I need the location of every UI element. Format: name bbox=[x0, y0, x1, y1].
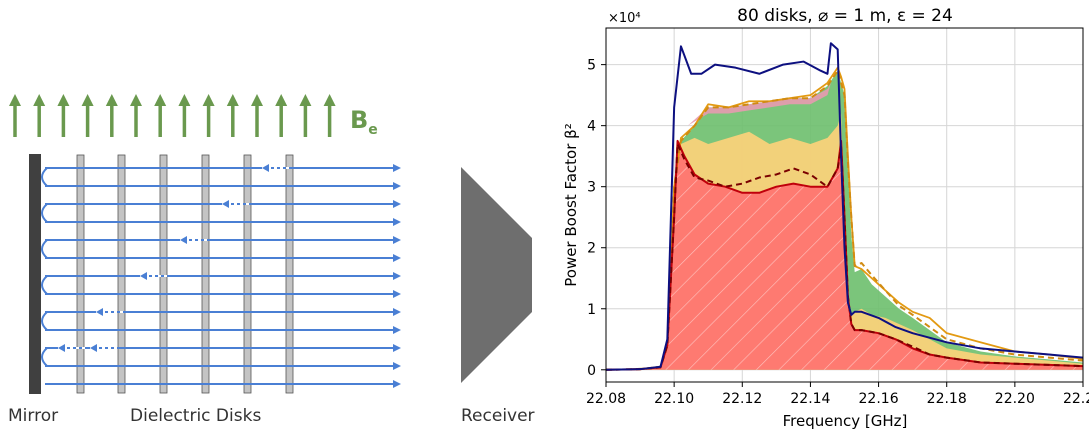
chart-svg: 80 disks, ⌀ = 1 m, ε = 24 ×10⁴ 22.08 22.1… bbox=[562, 6, 1089, 430]
field-arrowhead bbox=[178, 94, 191, 106]
back-ray-arrowhead bbox=[96, 308, 103, 316]
diagram-panel: Be Mirror Dielectric Disks Receiver bbox=[8, 94, 535, 426]
y-tick-label: 2 bbox=[587, 241, 596, 257]
ray-bounce bbox=[41, 167, 48, 187]
receiver-horn bbox=[461, 167, 532, 383]
field-arrowhead bbox=[251, 94, 263, 106]
mirror bbox=[29, 154, 41, 394]
x-axis-label: Frequency [GHz] bbox=[783, 412, 908, 430]
y-tick-label: 0 bbox=[587, 363, 596, 379]
field-arrowhead bbox=[275, 94, 288, 106]
mirror-label: Mirror bbox=[8, 406, 58, 426]
back-ray-arrowhead bbox=[140, 272, 147, 280]
field-arrowhead bbox=[323, 94, 336, 106]
ray-bounce bbox=[41, 347, 48, 367]
x-tick-label: 22.10 bbox=[654, 391, 694, 407]
ray-arrowhead bbox=[393, 200, 401, 208]
receiver-label: Receiver bbox=[461, 406, 535, 426]
y-ticks: 0 1 2 3 4 5 bbox=[587, 58, 606, 379]
light-rays bbox=[41, 164, 401, 388]
haloscope-diagram: Be Mirror Dielectric Disks Receiver bbox=[8, 94, 535, 426]
ray-arrowhead bbox=[393, 164, 401, 172]
x-tick-label: 22.18 bbox=[927, 391, 967, 407]
ray-arrowhead bbox=[393, 290, 401, 298]
dielectric-disk bbox=[117, 154, 126, 394]
field-arrowhead bbox=[81, 94, 94, 106]
x-tick-label: 22.14 bbox=[790, 391, 830, 407]
orange-dashed bbox=[606, 69, 1083, 371]
back-ray-arrowhead bbox=[90, 344, 97, 352]
field-arrowhead bbox=[226, 94, 239, 106]
ray-arrowhead bbox=[393, 362, 401, 370]
back-ray-arrowhead bbox=[222, 200, 229, 208]
back-ray-arrowhead bbox=[262, 164, 269, 172]
dielectric-disks bbox=[76, 154, 294, 394]
field-arrowhead bbox=[299, 94, 312, 106]
plot-frame bbox=[605, 27, 1084, 383]
ray-bounce bbox=[41, 275, 48, 295]
orange-line bbox=[606, 66, 1083, 371]
ray-arrowhead bbox=[393, 344, 401, 352]
back-ray-arrowhead bbox=[58, 344, 65, 352]
ray-bounce bbox=[41, 203, 48, 223]
ray-arrowhead bbox=[393, 218, 401, 226]
ray-arrowhead bbox=[393, 254, 401, 262]
back-ray-arrowhead bbox=[180, 236, 187, 244]
line-series bbox=[606, 42, 1083, 371]
dielectric-disk bbox=[201, 154, 210, 394]
y-tick-label: 4 bbox=[587, 119, 596, 135]
x-tick-label: 22.22 bbox=[1063, 391, 1089, 407]
x-ticks: 22.08 22.10 22.12 22.14 22.16 22.18 22.20 22.22 bbox=[586, 382, 1089, 407]
pink-area bbox=[687, 82, 831, 126]
chart-title: 80 disks, ⌀ = 1 m, ε = 24 bbox=[737, 6, 953, 26]
ray-arrowhead bbox=[393, 182, 401, 190]
dielectric-disk bbox=[159, 154, 168, 394]
ray-arrowhead bbox=[393, 236, 401, 244]
dark-red-dashed bbox=[606, 142, 1083, 371]
ray-arrowhead bbox=[393, 380, 401, 388]
dark-blue-line bbox=[606, 42, 1083, 371]
field-arrowhead bbox=[105, 94, 118, 106]
ray-bounce bbox=[41, 311, 48, 331]
y-tick-label: 1 bbox=[587, 302, 596, 318]
field-arrowhead bbox=[130, 94, 142, 106]
x-tick-label: 22.08 bbox=[586, 391, 626, 407]
boost-factor-chart: 80 disks, ⌀ = 1 m, ε = 24 ×10⁴ 22.08 22.1… bbox=[560, 0, 1089, 432]
y-axis-label: Power Boost Factor β² bbox=[562, 123, 580, 287]
y-multiplier: ×10⁴ bbox=[608, 11, 641, 26]
ray-bounce bbox=[41, 239, 48, 259]
x-tick-label: 22.20 bbox=[995, 391, 1035, 407]
field-subscript: e bbox=[368, 122, 378, 138]
y-tick-label: 3 bbox=[587, 180, 596, 196]
field-arrowhead bbox=[202, 94, 215, 106]
x-tick-label: 22.16 bbox=[859, 391, 899, 407]
magnetic-field-arrows bbox=[9, 94, 336, 137]
x-tick-label: 22.12 bbox=[722, 391, 762, 407]
field-arrowhead bbox=[33, 94, 46, 106]
disks-label: Dielectric Disks bbox=[130, 406, 261, 426]
field-arrowhead bbox=[57, 94, 70, 106]
field-label: Be bbox=[350, 106, 378, 138]
field-arrowhead bbox=[9, 94, 21, 106]
dielectric-disk bbox=[243, 154, 252, 394]
y-tick-label: 5 bbox=[587, 58, 596, 74]
ray-arrowhead bbox=[393, 272, 401, 280]
ray-arrowhead bbox=[393, 308, 401, 316]
dielectric-disk bbox=[76, 154, 85, 394]
dielectric-disk bbox=[285, 154, 294, 394]
ray-arrowhead bbox=[393, 326, 401, 334]
field-arrowhead bbox=[154, 94, 167, 106]
